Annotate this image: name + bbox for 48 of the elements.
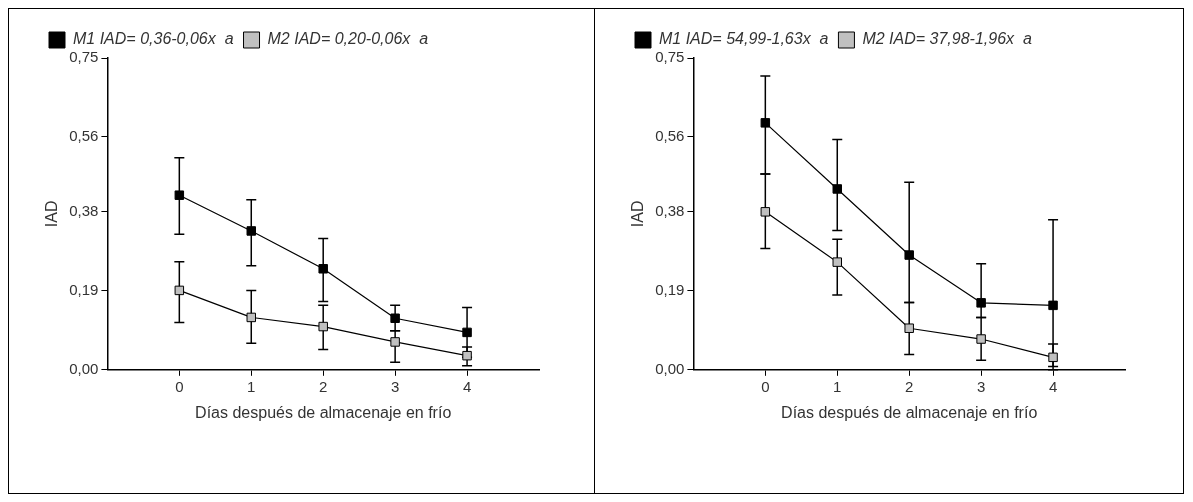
point <box>174 285 185 296</box>
x-tick-label: 3 <box>390 377 400 395</box>
point <box>904 323 914 333</box>
y-axis-title: IAD <box>629 200 647 228</box>
point <box>976 298 986 308</box>
point <box>318 264 328 274</box>
x-tick-label: 2 <box>319 377 328 395</box>
y-tick-label: 0,75 <box>655 48 685 66</box>
y-tick-label: 0,00 <box>69 359 99 377</box>
point <box>760 118 771 128</box>
x-tick-label: 0 <box>175 377 184 395</box>
x-tick-label: 4 <box>462 377 472 395</box>
point <box>1048 300 1058 311</box>
x-tick-label: 2 <box>905 377 914 395</box>
point <box>246 312 257 323</box>
y-tick-label: 0,56 <box>69 127 99 145</box>
x-tick-label: 4 <box>1048 377 1058 395</box>
y-tick-label: 0,38 <box>655 201 685 219</box>
x-tick-label: 3 <box>976 377 986 395</box>
point <box>1048 352 1058 363</box>
x-tick-label: 1 <box>833 377 842 395</box>
y-tick-label: 0,00 <box>655 359 685 377</box>
point <box>174 190 185 200</box>
point <box>390 313 400 323</box>
y-tick-label: 0,19 <box>69 280 99 298</box>
y-axis-title: IAD <box>43 200 61 228</box>
point <box>462 350 472 361</box>
y-tick-label: 0,56 <box>655 127 685 145</box>
x-axis-title: Días después de almacenaje en frío <box>195 403 452 421</box>
point <box>976 334 986 344</box>
x-tick-label: 0 <box>761 377 770 395</box>
point <box>760 207 771 217</box>
y-tick-label: 0,38 <box>69 201 99 219</box>
point <box>832 257 843 267</box>
legend-label: M2 IAD= 0,20-0,06x a <box>267 30 429 48</box>
legend-label: M2 IAD= 37,98-1,96x a <box>862 30 1032 48</box>
y-tick-label: 0,75 <box>69 48 99 66</box>
point <box>246 226 257 236</box>
point <box>462 327 472 338</box>
point <box>904 250 914 260</box>
point <box>390 337 400 347</box>
x-axis-title: Días después de almacenaje en frío <box>781 403 1038 421</box>
point <box>318 321 328 332</box>
y-tick-label: 0,19 <box>655 280 685 298</box>
x-tick-label: 1 <box>247 377 256 395</box>
legend-label: M1 IAD= 54,99-1,63x a <box>659 30 829 48</box>
legend-label: M1 IAD= 0,36-0,06x a <box>73 30 234 48</box>
point <box>832 184 843 194</box>
